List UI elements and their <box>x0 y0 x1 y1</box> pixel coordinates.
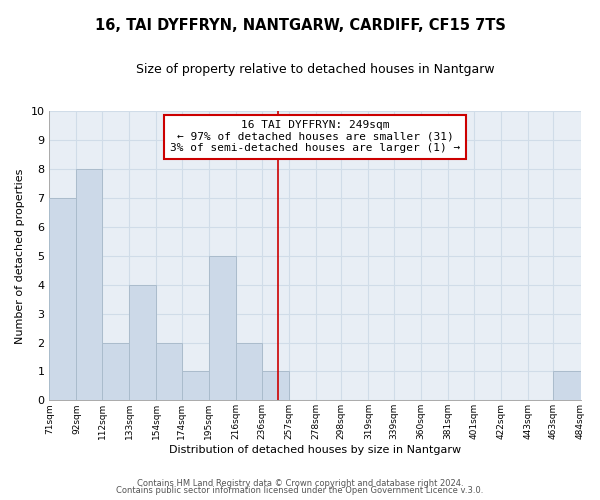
X-axis label: Distribution of detached houses by size in Nantgarw: Distribution of detached houses by size … <box>169 445 461 455</box>
Bar <box>102 342 129 400</box>
Text: 16, TAI DYFFRYN, NANTGARW, CARDIFF, CF15 7TS: 16, TAI DYFFRYN, NANTGARW, CARDIFF, CF15… <box>95 18 505 32</box>
Bar <box>553 372 581 400</box>
Bar <box>49 198 76 400</box>
Bar <box>236 342 262 400</box>
Bar <box>156 342 182 400</box>
Text: Contains public sector information licensed under the Open Government Licence v.: Contains public sector information licen… <box>116 486 484 495</box>
Bar <box>209 256 236 400</box>
Text: Contains HM Land Registry data © Crown copyright and database right 2024.: Contains HM Land Registry data © Crown c… <box>137 478 463 488</box>
Text: 16 TAI DYFFRYN: 249sqm
← 97% of detached houses are smaller (31)
3% of semi-deta: 16 TAI DYFFRYN: 249sqm ← 97% of detached… <box>170 120 460 154</box>
Title: Size of property relative to detached houses in Nantgarw: Size of property relative to detached ho… <box>136 62 494 76</box>
Bar <box>262 372 289 400</box>
Bar <box>182 372 209 400</box>
Bar <box>76 169 102 400</box>
Y-axis label: Number of detached properties: Number of detached properties <box>15 168 25 344</box>
Bar <box>129 284 156 401</box>
